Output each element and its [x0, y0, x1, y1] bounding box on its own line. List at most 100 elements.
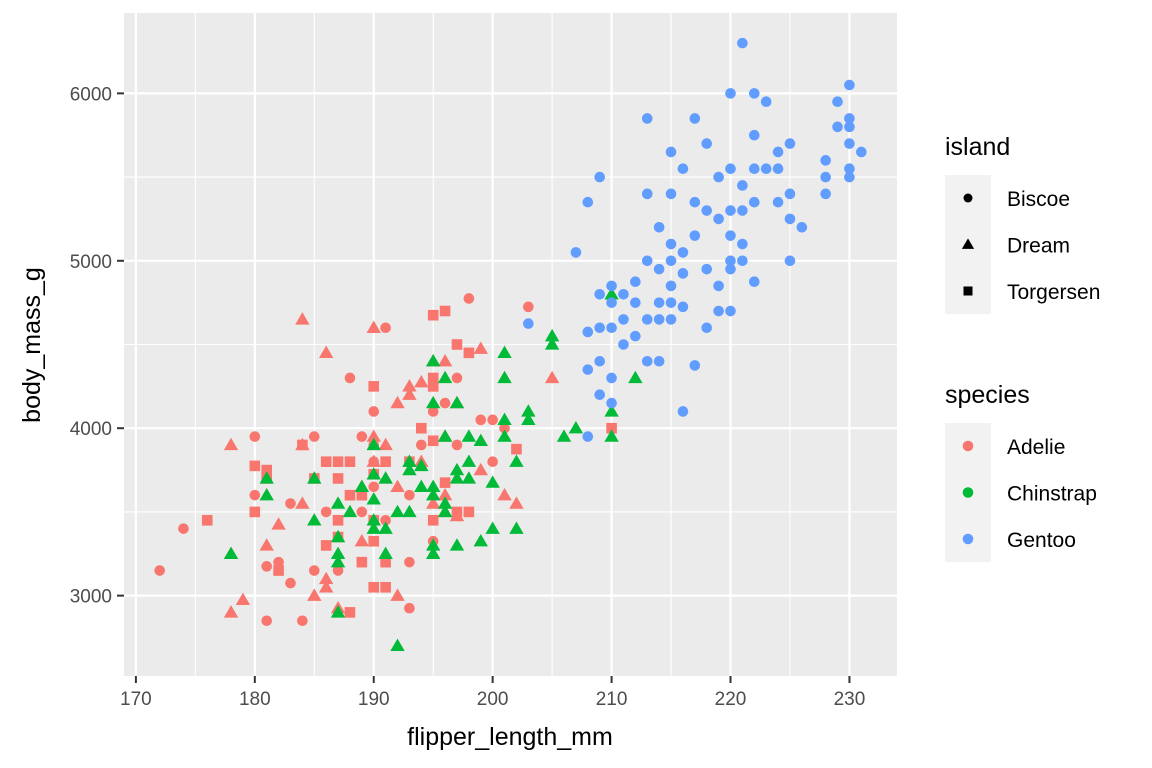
data-point — [295, 437, 310, 451]
data-point — [449, 462, 465, 476]
data-point — [259, 487, 274, 501]
data-point — [368, 381, 380, 392]
data-point — [677, 301, 689, 313]
data-point — [772, 196, 784, 208]
data-point — [556, 429, 572, 442]
data-point — [344, 489, 356, 501]
data-point — [665, 188, 677, 200]
data-point — [366, 320, 381, 333]
data-point — [307, 588, 322, 601]
y-tick-label: 3000 — [70, 587, 112, 608]
legend-key-dot-icon — [962, 440, 974, 452]
data-point — [451, 339, 463, 350]
data-point — [366, 521, 381, 534]
data-point — [511, 443, 522, 455]
data-point — [606, 322, 617, 334]
data-point — [390, 395, 405, 409]
data-point — [439, 477, 451, 488]
data-point — [354, 534, 370, 547]
legend-island-title: island — [945, 133, 1010, 161]
data-point — [544, 328, 560, 342]
data-point — [497, 429, 512, 442]
data-point — [356, 506, 368, 518]
data-point — [737, 255, 748, 267]
data-point — [273, 565, 284, 576]
data-point — [330, 496, 346, 509]
y-tick-label: 4000 — [70, 419, 112, 440]
data-point — [653, 222, 665, 233]
data-point — [641, 314, 653, 325]
data-point — [451, 372, 463, 384]
data-point — [318, 571, 334, 585]
x-tick-label: 210 — [596, 689, 628, 710]
data-point — [665, 255, 677, 267]
data-point — [437, 354, 453, 367]
data-point — [473, 433, 488, 446]
data-point — [497, 487, 512, 501]
data-point — [748, 88, 760, 99]
data-point — [426, 546, 441, 559]
data-point — [641, 188, 653, 200]
legend-species-label: Adelie — [1007, 436, 1065, 459]
data-point — [701, 322, 713, 334]
data-point — [509, 454, 524, 467]
data-point — [402, 504, 417, 518]
x-axis-title: flipper_length_mm — [407, 723, 613, 751]
data-point — [820, 155, 831, 166]
data-point — [437, 370, 453, 384]
data-point — [332, 473, 344, 484]
x-axis: 170 180 190 200 210 220 230 — [120, 676, 865, 710]
data-point — [320, 540, 332, 551]
data-point — [509, 496, 524, 509]
data-point — [618, 314, 629, 325]
data-point — [223, 437, 239, 451]
data-point — [689, 196, 701, 208]
data-point — [390, 588, 405, 601]
data-point — [414, 458, 429, 472]
data-point — [844, 113, 855, 124]
data-point — [748, 163, 760, 175]
data-point — [594, 288, 605, 300]
data-point — [844, 79, 855, 91]
y-tick-label: 6000 — [70, 84, 112, 105]
data-point — [582, 431, 594, 442]
data-point — [606, 422, 617, 434]
data-point — [368, 481, 380, 493]
data-point — [271, 517, 286, 530]
data-point — [485, 475, 500, 488]
data-point — [273, 556, 284, 568]
data-point — [725, 163, 736, 175]
data-point — [665, 280, 677, 292]
data-point — [249, 431, 261, 442]
data-point — [523, 301, 534, 313]
data-point — [523, 318, 534, 329]
x-tick-label: 180 — [239, 689, 271, 710]
data-point — [689, 230, 701, 241]
data-point — [820, 171, 831, 183]
data-point — [784, 255, 796, 267]
data-point — [178, 523, 189, 534]
data-point — [582, 326, 594, 338]
data-point — [844, 163, 855, 175]
data-point — [427, 406, 439, 417]
data-point — [437, 487, 453, 501]
data-point — [606, 297, 617, 308]
data-point — [402, 387, 417, 400]
legend-key-triangle-icon — [961, 238, 975, 249]
data-point — [844, 138, 855, 149]
data-point — [618, 288, 629, 300]
data-point — [784, 138, 796, 149]
legend-species-label: Gentoo — [1007, 529, 1076, 552]
data-point — [641, 113, 653, 124]
data-point — [380, 456, 391, 467]
data-point — [249, 460, 261, 472]
legend-island-label: Dream — [1007, 235, 1070, 258]
data-point — [402, 454, 417, 467]
data-point — [368, 535, 380, 547]
data-point — [390, 638, 405, 652]
y-axis: 3000 4000 5000 6000 — [70, 84, 124, 608]
data-point — [368, 581, 380, 593]
data-point — [784, 188, 796, 200]
data-point — [844, 171, 855, 183]
data-point — [285, 577, 296, 589]
